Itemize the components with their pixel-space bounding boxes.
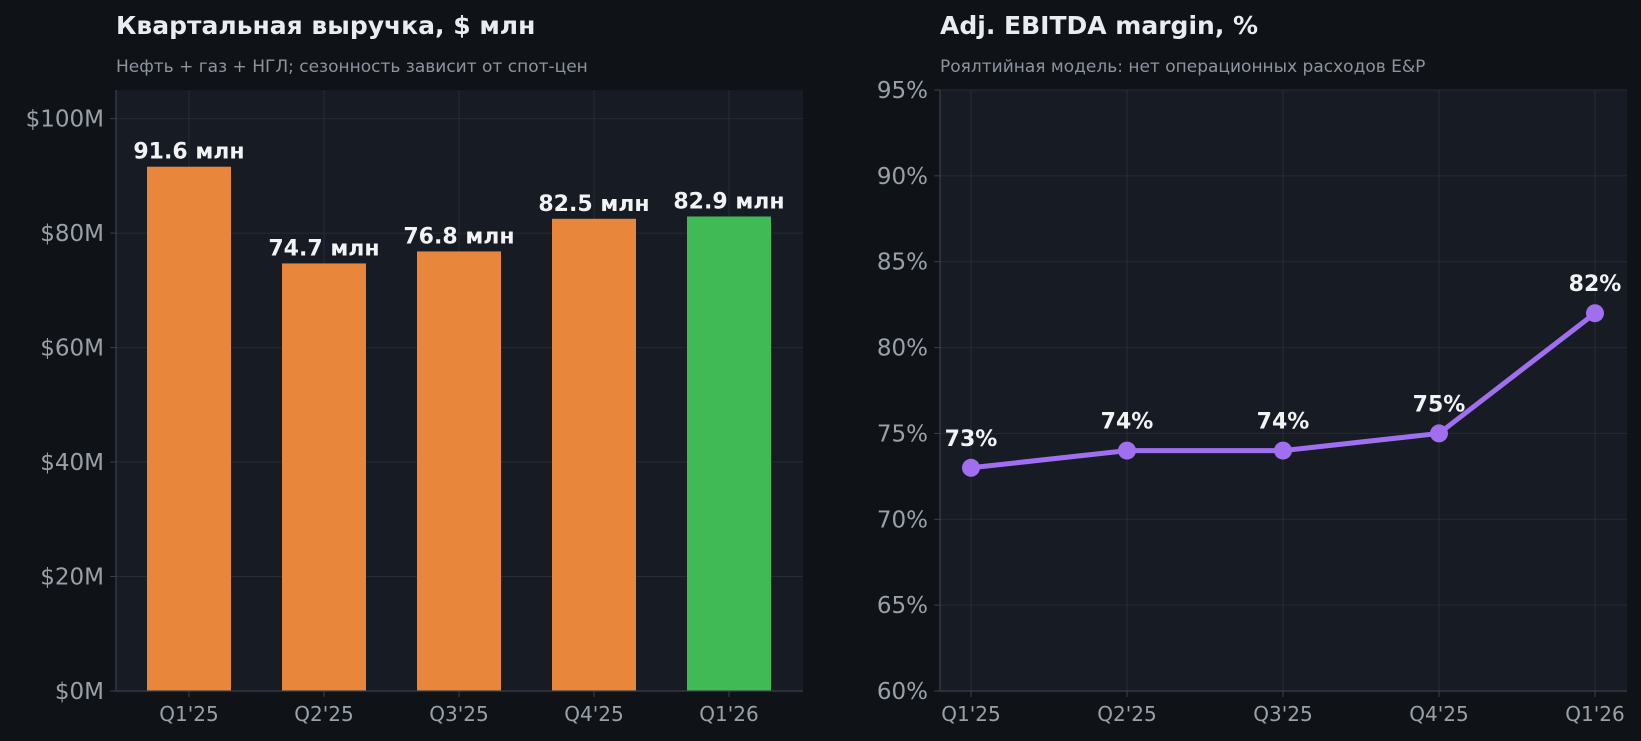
revenue-data-label: 82.9 млн bbox=[673, 189, 784, 214]
ebitda-margin-line-chart: Adj. EBITDA margin, % Роялтийная модель:… bbox=[877, 11, 1627, 726]
revenue-x-tick-label: Q2'25 bbox=[294, 702, 353, 726]
margin-x-tick-label: Q1'25 bbox=[941, 702, 1000, 726]
margin-y-tick-label: 85% bbox=[877, 250, 928, 276]
margin-y-tick-label: 80% bbox=[877, 336, 928, 362]
margin-data-point bbox=[1430, 424, 1448, 443]
revenue-data-label: 76.8 млн bbox=[403, 224, 514, 249]
revenue-y-tick-label: $0M bbox=[55, 679, 104, 705]
margin-chart-subtitle: Роялтийная модель: нет операционных расх… bbox=[940, 57, 1425, 77]
margin-y-tick-label: 65% bbox=[877, 593, 928, 619]
revenue-chart-title: Квартальная выручка, $ млн bbox=[116, 11, 535, 40]
revenue-bar bbox=[282, 263, 366, 691]
margin-data-label: 73% bbox=[945, 427, 998, 452]
revenue-data-label: 74.7 млн bbox=[268, 236, 379, 261]
revenue-data-label: 82.5 млн bbox=[538, 192, 649, 217]
revenue-bar bbox=[552, 218, 636, 692]
revenue-y-tick-label: $80M bbox=[40, 221, 104, 247]
revenue-y-tick-label: $100M bbox=[26, 107, 104, 133]
revenue-y-tick-label: $20M bbox=[40, 565, 104, 591]
margin-chart-title: Adj. EBITDA margin, % bbox=[940, 11, 1258, 40]
margin-data-point bbox=[1274, 441, 1292, 460]
revenue-x-tick-label: Q1'26 bbox=[699, 702, 758, 726]
revenue-x-tick-label: Q1'25 bbox=[159, 702, 218, 726]
margin-data-point bbox=[1586, 304, 1604, 323]
margin-x-tick-label: Q3'25 bbox=[1253, 702, 1312, 726]
revenue-bar bbox=[417, 251, 501, 691]
revenue-bar bbox=[147, 166, 231, 692]
margin-x-tick-label: Q4'25 bbox=[1409, 702, 1468, 726]
revenue-x-tick-label: Q3'25 bbox=[429, 702, 488, 726]
revenue-bar-chart: Квартальная выручка, $ млн Нефть + газ +… bbox=[26, 11, 803, 726]
margin-y-tick-label: 75% bbox=[877, 421, 928, 447]
margin-y-tick-label: 95% bbox=[877, 78, 928, 104]
margin-y-tick-label: 70% bbox=[877, 507, 928, 533]
revenue-y-tick-label: $40M bbox=[40, 450, 104, 476]
margin-data-label: 82% bbox=[1569, 272, 1622, 297]
margin-data-label: 75% bbox=[1413, 392, 1466, 417]
revenue-bar bbox=[687, 216, 771, 691]
margin-data-label: 74% bbox=[1101, 410, 1154, 435]
revenue-chart-subtitle: Нефть + газ + НГЛ; сезонность зависит от… bbox=[116, 57, 588, 77]
margin-y-tick-label: 90% bbox=[877, 164, 928, 190]
margin-data-point bbox=[1118, 441, 1136, 460]
margin-data-label: 74% bbox=[1257, 410, 1310, 435]
revenue-x-tick-label: Q4'25 bbox=[564, 702, 623, 726]
margin-data-point bbox=[962, 458, 980, 477]
revenue-data-label: 91.6 млн bbox=[133, 140, 244, 165]
margin-x-tick-label: Q2'25 bbox=[1097, 702, 1156, 726]
margin-y-tick-label: 60% bbox=[877, 679, 928, 705]
revenue-y-tick-label: $60M bbox=[40, 336, 104, 362]
margin-x-tick-label: Q1'26 bbox=[1565, 702, 1624, 726]
